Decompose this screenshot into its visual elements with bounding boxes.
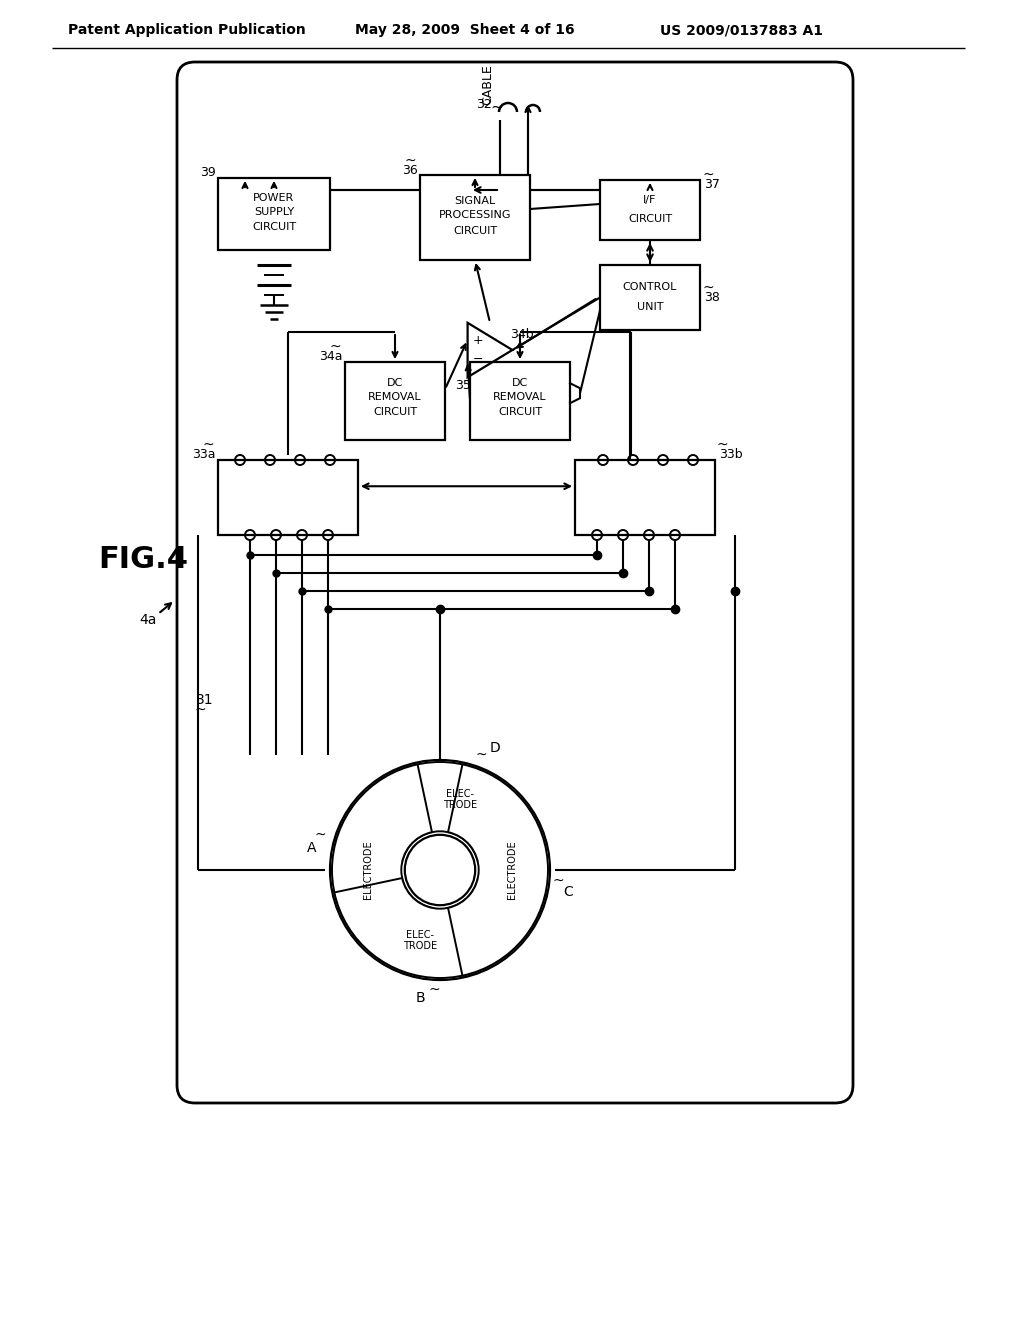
Text: REMOVAL: REMOVAL (369, 392, 422, 403)
Text: ~: ~ (702, 168, 714, 182)
Text: CONTROL: CONTROL (623, 282, 677, 293)
Text: CABLE: CABLE (481, 65, 495, 106)
Wedge shape (335, 878, 546, 978)
Text: 32: 32 (476, 99, 492, 111)
Text: 31: 31 (197, 693, 214, 708)
Text: 33b: 33b (719, 449, 742, 462)
Text: ~: ~ (203, 438, 214, 451)
Text: PROCESSING: PROCESSING (438, 210, 511, 220)
Text: 4a: 4a (139, 612, 157, 627)
Text: ELECTRODE: ELECTRODE (507, 841, 516, 899)
Bar (218, 178, 330, 249)
Bar (600, 265, 700, 330)
Text: Patent Application Publication: Patent Application Publication (68, 22, 306, 37)
Text: DC: DC (387, 378, 403, 388)
Text: CIRCUIT: CIRCUIT (498, 407, 542, 417)
Text: 36: 36 (402, 164, 418, 177)
Text: 34a: 34a (319, 351, 343, 363)
Text: 38: 38 (705, 290, 720, 304)
Text: ~: ~ (702, 281, 714, 294)
Text: UNIT: UNIT (637, 302, 664, 313)
Text: US 2009/0137883 A1: US 2009/0137883 A1 (660, 22, 823, 37)
Text: May 28, 2009  Sheet 4 of 16: May 28, 2009 Sheet 4 of 16 (355, 22, 574, 37)
Text: A: A (307, 841, 316, 855)
Text: ~: ~ (717, 438, 729, 451)
Text: 34b: 34b (510, 327, 534, 341)
FancyBboxPatch shape (177, 62, 853, 1104)
Text: 37: 37 (705, 178, 720, 191)
Circle shape (404, 834, 475, 906)
Bar (345, 362, 445, 440)
Text: B: B (416, 991, 425, 1005)
Text: 33a: 33a (193, 449, 216, 462)
Text: CIRCUIT: CIRCUIT (453, 226, 497, 235)
Text: ~: ~ (195, 704, 206, 717)
Bar (470, 362, 570, 440)
Bar (575, 459, 715, 535)
Text: ~: ~ (330, 341, 341, 354)
Text: ~: ~ (314, 828, 326, 842)
Text: ELECTRODE: ELECTRODE (364, 841, 374, 899)
Text: ELEC-
TRODE: ELEC- TRODE (403, 929, 437, 952)
Text: 35: 35 (455, 379, 471, 392)
Text: SIGNAL: SIGNAL (455, 197, 496, 206)
Text: 39: 39 (201, 166, 216, 180)
Text: ELEC-
TRODE: ELEC- TRODE (442, 789, 477, 810)
Text: FIG.4: FIG.4 (98, 545, 188, 574)
Wedge shape (335, 762, 546, 862)
Text: +: + (472, 334, 483, 347)
Text: POWER: POWER (253, 193, 295, 203)
Text: ~: ~ (404, 154, 416, 168)
Text: CIRCUIT: CIRCUIT (373, 407, 417, 417)
Wedge shape (449, 764, 548, 975)
Bar (218, 459, 358, 535)
Text: ~: ~ (429, 983, 440, 997)
Text: CIRCUIT: CIRCUIT (628, 214, 672, 224)
Text: −: − (473, 354, 483, 366)
Text: ~: ~ (552, 874, 564, 888)
Bar (600, 180, 700, 240)
Text: C: C (563, 884, 572, 899)
Text: DC: DC (512, 378, 528, 388)
Text: SUPPLY: SUPPLY (254, 207, 294, 216)
Text: ~: ~ (476, 748, 487, 762)
Text: I/F: I/F (643, 195, 656, 205)
Wedge shape (332, 764, 432, 975)
Text: D: D (489, 741, 501, 755)
Text: ~: ~ (490, 99, 503, 115)
Text: CIRCUIT: CIRCUIT (252, 222, 296, 232)
Bar (420, 176, 530, 260)
Text: REMOVAL: REMOVAL (494, 392, 547, 403)
